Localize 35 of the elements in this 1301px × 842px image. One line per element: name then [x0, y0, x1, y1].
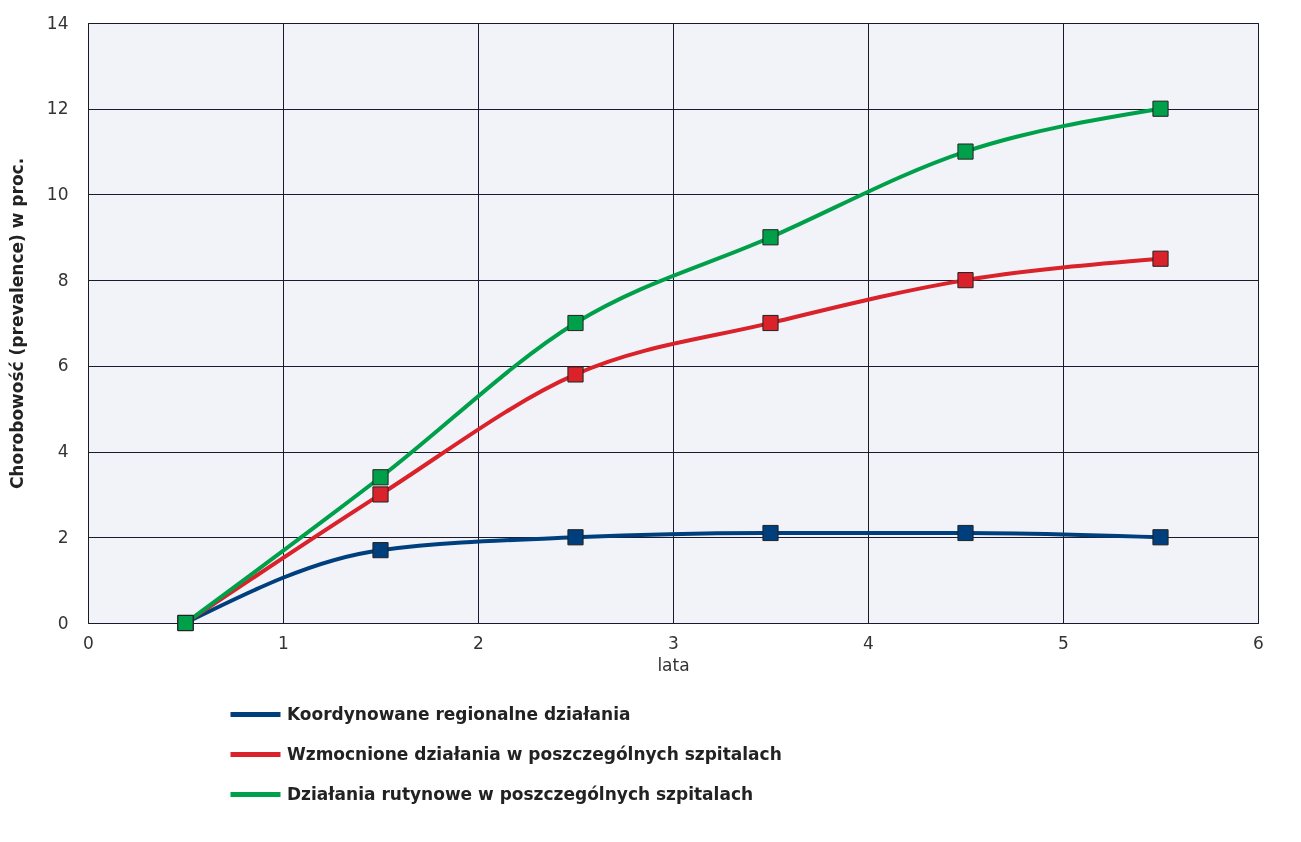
y-tick-label: 14	[46, 12, 69, 33]
point	[762, 229, 779, 246]
x-tick-label: 6	[1253, 632, 1264, 653]
point	[762, 524, 779, 542]
x-tick-label: 0	[83, 632, 94, 653]
x-tick-label: 4	[863, 632, 874, 653]
y-tick-label: 6	[57, 355, 69, 376]
point	[372, 486, 389, 503]
point	[957, 143, 974, 160]
y-axis-title: Chorobowość (prevalence) w proc.	[6, 157, 27, 490]
y-tick-label: 10	[46, 183, 69, 204]
point	[957, 524, 974, 542]
x-axis-title: lata	[657, 654, 690, 675]
point	[762, 314, 779, 332]
x-tick-label: 1	[278, 632, 289, 653]
point	[372, 469, 389, 486]
point	[567, 314, 584, 332]
point	[567, 529, 584, 546]
point	[957, 272, 974, 289]
point	[1152, 250, 1169, 267]
point	[1152, 100, 1169, 117]
point	[567, 366, 584, 383]
point	[1152, 529, 1169, 546]
point	[372, 542, 389, 559]
y-tick-label: 12	[46, 98, 69, 119]
y-tick-label: 8	[57, 269, 69, 290]
x-tick-label: 3	[668, 632, 679, 653]
y-tick-label: 4	[57, 441, 69, 462]
legend-label: Wzmocnione działania w poszczególnych szpitalach	[287, 743, 782, 764]
legend-label: Koordynowane regionalne działania	[287, 703, 631, 724]
x-tick-label: 2	[473, 632, 484, 653]
y-tick-label: 2	[57, 526, 69, 547]
legend-label: Działania rutynowe w poszczególnych szpitalach	[287, 783, 754, 804]
y-tick-label: 0	[57, 612, 69, 633]
x-tick-label: 5	[1058, 632, 1069, 653]
